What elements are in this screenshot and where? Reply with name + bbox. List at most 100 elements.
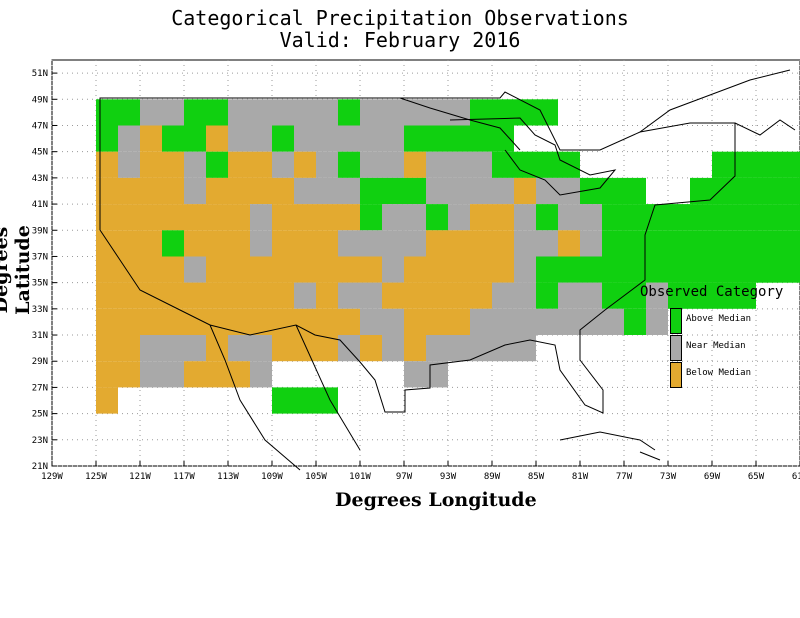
precip-cell (140, 256, 162, 283)
precip-cell (580, 177, 602, 205)
x-tick-label: 109W (261, 472, 283, 482)
precip-cell (734, 282, 756, 309)
precip-cell (294, 387, 316, 414)
precip-cell (272, 256, 294, 283)
precip-cell (734, 204, 756, 231)
precip-cell (646, 230, 668, 257)
geo-outlines (99, 69, 796, 471)
precip-cell (404, 177, 426, 205)
precip-cell (162, 125, 184, 152)
precip-cell (118, 177, 140, 205)
precip-cell (470, 230, 492, 257)
precip-cell (140, 99, 162, 126)
precip-cell (96, 387, 118, 414)
y-tick-label: 41N (32, 200, 48, 210)
precip-cell (140, 125, 162, 152)
precip-cell (118, 230, 140, 257)
precip-cell (250, 308, 272, 335)
precip-cell (558, 177, 580, 205)
precip-cell (470, 204, 492, 231)
precip-cell (492, 99, 514, 126)
precip-cell (294, 177, 316, 205)
precip-cell (470, 335, 492, 362)
precip-cell (272, 177, 294, 205)
precip-cell (514, 151, 536, 178)
precip-cell (272, 387, 294, 414)
precip-cell (294, 256, 316, 283)
precip-cell (426, 256, 448, 283)
precip-cell (712, 230, 734, 257)
precip-cell (294, 151, 316, 178)
precip-cell (162, 99, 184, 126)
precip-cell (756, 204, 778, 231)
precip-cell (96, 125, 118, 152)
precip-cells (96, 99, 800, 414)
x-tick-label: 101W (349, 472, 371, 482)
precip-cell (96, 177, 118, 205)
precip-cell (338, 125, 360, 152)
precip-cell (96, 99, 118, 126)
precip-cell (360, 308, 382, 335)
precip-cell (140, 361, 162, 388)
precip-cell (426, 125, 448, 152)
precip-cell (514, 230, 536, 257)
precip-cell (96, 151, 118, 178)
x-tick-labels: 129W 125W 121W 117W 113W 109W 105W 101W 97W 93W 89… (41, 461, 800, 482)
precip-cell (316, 282, 338, 309)
precip-cell (536, 308, 558, 335)
precip-cell (118, 125, 140, 152)
x-tick-label: 117W (173, 472, 195, 482)
precip-cell (602, 204, 624, 231)
precip-cell (228, 204, 250, 231)
precip-cell (756, 177, 778, 205)
precip-cell (96, 361, 118, 388)
x-tick-label: 85W (528, 472, 545, 482)
precip-cell (404, 230, 426, 257)
x-tick-label: 129W (41, 472, 63, 482)
precip-cell (228, 151, 250, 178)
precip-cell (118, 99, 140, 126)
precip-cell (690, 177, 712, 205)
precip-cell (316, 308, 338, 335)
y-tick-label: 45N (32, 148, 48, 158)
precip-cell (624, 230, 646, 257)
precip-cell (514, 204, 536, 231)
precip-cell (448, 125, 470, 152)
precip-cell (338, 335, 360, 362)
precip-cell (514, 99, 536, 126)
precip-cell (734, 151, 756, 178)
precip-cell (470, 282, 492, 309)
precip-cell (118, 151, 140, 178)
precip-cell (382, 335, 404, 362)
precip-cell (316, 230, 338, 257)
precip-cell (426, 361, 448, 388)
precip-cell (206, 177, 228, 205)
precip-cell (316, 151, 338, 178)
precip-cell (118, 335, 140, 362)
precip-cell (712, 282, 734, 309)
x-tick-label: 113W (217, 472, 239, 482)
canada-border (100, 97, 521, 151)
precip-cell (558, 204, 580, 231)
precip-cell (140, 204, 162, 231)
precip-cell (602, 308, 624, 335)
precip-cell (426, 99, 448, 126)
x-tick-label: 61W (792, 472, 800, 482)
y-tick-label: 29N (32, 357, 48, 367)
precip-cell (646, 282, 668, 309)
precip-cell (734, 256, 756, 283)
precip-cell (140, 151, 162, 178)
precip-cell (448, 256, 470, 283)
precip-cell (448, 230, 470, 257)
precip-cell (382, 282, 404, 309)
precip-cell (404, 256, 426, 283)
precip-cell (712, 151, 734, 178)
precip-cell (470, 308, 492, 335)
precip-cell (448, 204, 470, 231)
precip-cell (162, 308, 184, 335)
precip-cell (668, 204, 690, 231)
precip-cell (426, 151, 448, 178)
precip-cell (580, 204, 602, 231)
precip-cell (778, 177, 800, 205)
